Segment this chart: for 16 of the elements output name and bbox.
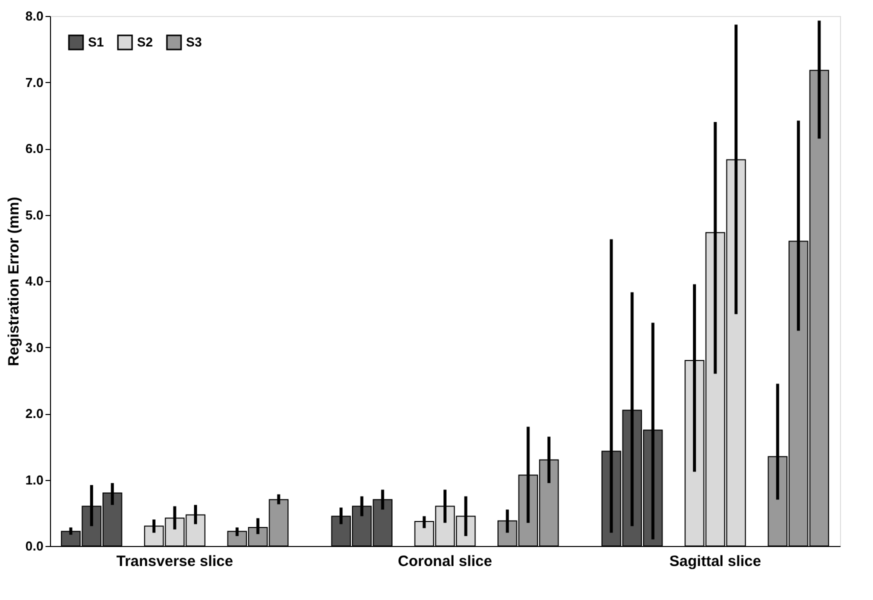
y-tick-label: 8.0 bbox=[25, 8, 44, 24]
legend-label: S3 bbox=[186, 34, 202, 50]
x-tick-label: Sagittal slice bbox=[669, 553, 762, 570]
y-axis-title: Registration Error (mm) bbox=[5, 196, 22, 366]
x-tick-label: Transverse slice bbox=[116, 553, 234, 570]
y-tick-label: 7.0 bbox=[25, 74, 44, 90]
y-tick-label: 2.0 bbox=[25, 406, 44, 421]
legend-label: S1 bbox=[88, 34, 104, 50]
x-tick-label: Coronal slice bbox=[398, 553, 492, 570]
y-tick-label: 1.0 bbox=[25, 472, 44, 488]
y-tick-label: 3.0 bbox=[25, 340, 44, 355]
y-tick-label: 0.0 bbox=[25, 538, 44, 554]
legend-label: S2 bbox=[137, 34, 153, 50]
y-tick-label: 5.0 bbox=[25, 207, 44, 222]
y-tick-label: 6.0 bbox=[25, 141, 44, 156]
y-tick-label: 4.0 bbox=[25, 274, 44, 288]
